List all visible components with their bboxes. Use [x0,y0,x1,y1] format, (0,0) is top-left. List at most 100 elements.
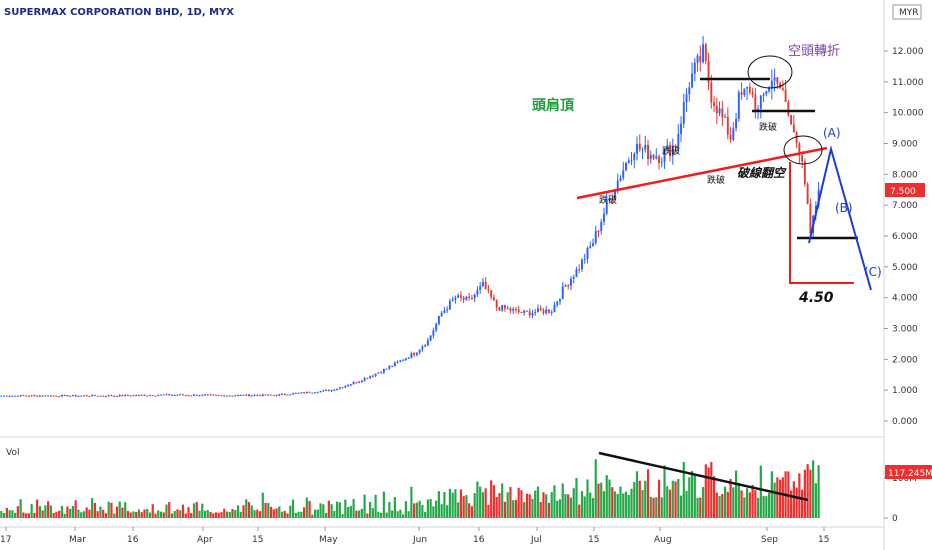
candle-body [715,105,718,114]
candle-body [366,378,369,380]
volume-bar [291,499,295,518]
candle-body [289,394,292,396]
volume-bar [641,490,644,518]
candle-body [468,296,471,298]
candle-body [388,366,391,369]
volume-bar [459,489,463,518]
volume-bar [300,511,303,518]
time-tick-label: 16 [127,535,139,545]
time-tick-label: 17 [0,535,11,545]
price-tick-label: 12.000 [892,47,924,57]
candle-body [206,394,209,396]
volume-bar [55,511,58,518]
time-tick-label: Mar [69,535,86,545]
last-price-value: 7.500 [890,187,916,197]
candle-body [473,294,476,299]
candle-body [625,163,627,171]
volume-bar [170,513,174,518]
candle-body [278,394,281,396]
volume-bar [657,479,661,518]
volume-bar [385,512,388,518]
break-flip-label: 破線翻空 [737,166,787,180]
candle-body [556,301,559,305]
volume-bar [349,505,352,518]
volume-bar [333,510,336,518]
candle-body [380,372,383,374]
volume-bar [297,511,300,518]
volume-bar [578,504,581,518]
volume-bar [135,511,138,518]
volume-bar [99,506,102,518]
candle-body [545,309,548,314]
volume-bar [110,502,113,518]
volume-bar [710,461,713,518]
last-volume-value: 117.245M [888,469,932,479]
volume-bar [756,497,760,518]
candle-body [396,361,399,363]
candle-body [311,392,314,394]
volume-bar [311,514,314,518]
candle-body [605,200,608,214]
volume-bar [567,494,570,518]
volume-bar [121,507,124,518]
candle-body [74,395,77,397]
volume-bar [173,510,176,518]
candle-body [322,390,325,392]
volume-bar [564,494,567,518]
volume-bar [663,465,666,518]
candle-body [369,376,372,379]
candle-body [536,308,539,313]
candle-body [440,312,443,317]
candle-body [256,395,259,397]
volume-bar [85,507,88,518]
target-value: 4.50 [798,290,834,306]
candle-body [765,91,768,95]
volume-bar [247,502,251,518]
candle-body [713,102,716,106]
time-tick-label: 16 [473,535,485,545]
volume-bar [638,480,641,518]
volume-bar [327,500,330,518]
candle-body [498,307,501,311]
volume-bar [16,506,19,518]
volume-bar [363,494,366,518]
candle-body [415,352,418,355]
candle-body [806,184,809,204]
candle-body [680,123,683,134]
candle-body [476,289,479,295]
volume-bar [734,470,738,518]
candle-body [677,133,680,148]
volume-bar [231,508,234,518]
candle-body [69,395,72,397]
volume-bar [335,501,339,518]
volume-bar [790,490,793,518]
volume-bar [91,498,94,518]
candle-body [201,394,204,396]
candle-body [283,393,286,395]
volume-bar [754,490,757,518]
volume-bar [44,505,47,518]
time-tick-label: Jun [412,535,427,545]
volume-bar [107,501,110,518]
candle-body [754,94,757,112]
candle-body [737,92,740,119]
time-tick-label: Aug [654,535,672,545]
candle-body [55,395,58,397]
candle-body [41,395,44,397]
volume-bar [586,479,589,518]
candle-body [407,357,410,359]
currency-label: MYR [899,8,919,18]
candle-body [696,55,699,63]
candle-body [685,94,688,103]
candle-body [259,395,261,397]
volume-bar [14,512,17,518]
volume-bar [451,492,454,518]
candle-body [338,387,341,389]
candle-body [5,395,8,397]
volume-bar [418,500,421,518]
volume-bar [534,490,537,518]
candle-body [104,395,107,397]
volume-bar [531,498,534,518]
volume-bar [679,495,683,518]
